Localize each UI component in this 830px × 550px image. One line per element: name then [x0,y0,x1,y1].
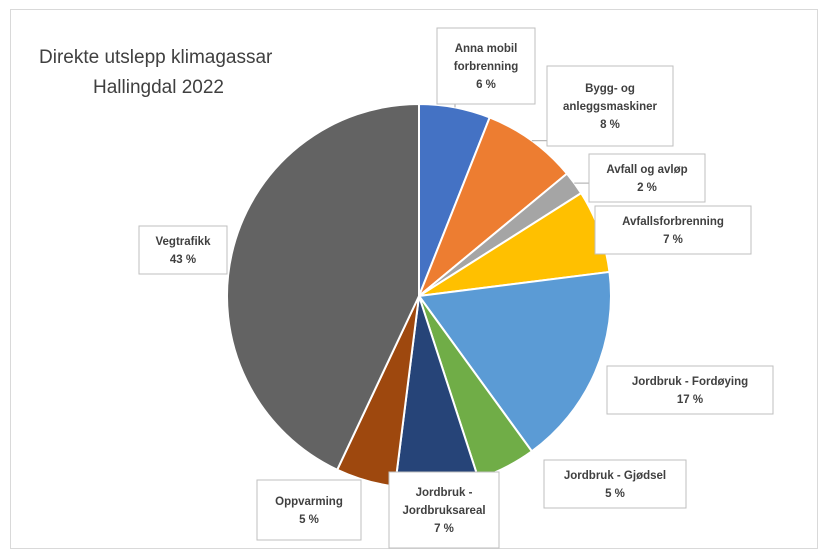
chart-title: Direkte utslepp klimagassar Hallingdal 20… [39,47,273,98]
data-label-category: anleggsmaskiner [563,101,657,113]
data-label-category: Anna mobil [455,43,518,55]
data-label-box [138,225,228,275]
data-label-percent: 5 % [605,488,625,500]
data-label-percent: 7 % [434,523,454,535]
data-label-percent: 6 % [476,79,496,91]
data-label-category: forbrenning [454,61,519,73]
data-label-box [588,153,706,203]
pie-slices [226,102,612,489]
data-label-category: Jordbruksareal [402,505,485,517]
data-label-percent: 7 % [663,234,683,246]
data-label-category: Jordbruk - Fordøying [632,376,748,388]
data-label-category: Bygg- og [585,83,635,95]
data-label-box [594,205,752,255]
leader-lines [454,104,589,184]
data-label-box [606,365,774,415]
data-label-box [436,27,536,105]
data-label-percent: 43 % [170,254,196,266]
data-label-category: Oppvarming [275,496,343,508]
chart-frame: Direkte utslepp klimagassar Hallingdal 20… [10,9,818,549]
data-label-category: Avfallsforbrenning [622,216,724,228]
data-label-box [546,65,674,147]
data-label-category: Jordbruk - [416,487,473,499]
pie-slice [418,116,569,297]
data-label-percent: 8 % [600,119,620,131]
chart-title-line: Direkte utslepp klimagassar [39,47,273,68]
data-label-category: Jordbruk - Gjødsel [564,470,666,482]
data-label-category: Avfall og avløp [606,164,687,176]
data-label-box [543,459,687,509]
data-label-percent: 5 % [299,514,319,526]
data-label-percent: 2 % [637,182,657,194]
data-label-category: Vegtrafikk [156,236,212,248]
pie-slice [417,270,612,453]
chart-title-line: Hallingdal 2022 [93,77,224,98]
data-label-box [256,479,362,541]
pie-chart: Direkte utslepp klimagassar Hallingdal 20… [39,27,774,549]
data-label-percent: 17 % [677,394,703,406]
pie-slice [226,102,420,472]
